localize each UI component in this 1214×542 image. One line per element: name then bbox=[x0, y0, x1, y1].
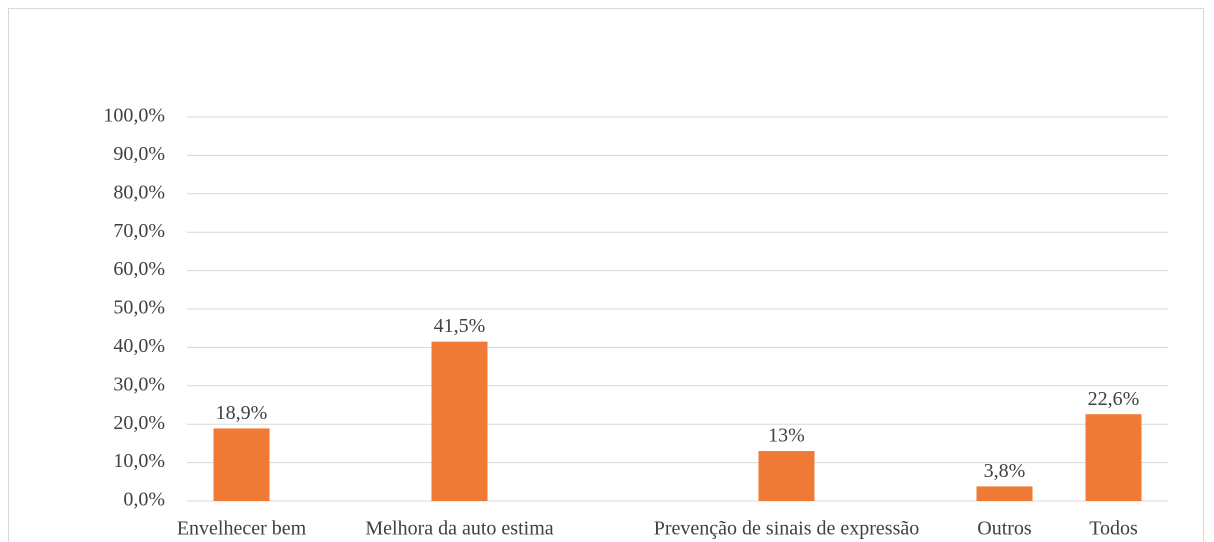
y-tick-label: 20,0% bbox=[113, 412, 165, 434]
bar bbox=[758, 451, 815, 501]
x-tick-label: Prevenção de sinais de expressão bbox=[654, 518, 919, 540]
y-tick-label: 50,0% bbox=[113, 297, 165, 319]
y-tick-label: 40,0% bbox=[113, 335, 165, 357]
y-tick-label: 80,0% bbox=[113, 181, 165, 203]
chart-border bbox=[8, 8, 1204, 542]
y-tick-label: 70,0% bbox=[113, 220, 165, 242]
data-label: 3,8% bbox=[984, 460, 1026, 482]
bar bbox=[213, 428, 270, 501]
y-tick-label: 90,0% bbox=[113, 143, 165, 165]
x-tick-label: Todos bbox=[1089, 518, 1138, 540]
data-label: 41,5% bbox=[434, 315, 486, 337]
y-tick-label: 60,0% bbox=[113, 258, 165, 280]
y-tick-label: 0,0% bbox=[123, 489, 165, 511]
bar bbox=[431, 341, 488, 501]
y-tick-label: 30,0% bbox=[113, 373, 165, 395]
x-tick-label: Melhora da auto estima bbox=[365, 518, 553, 540]
y-tick-label: 10,0% bbox=[113, 450, 165, 472]
bar bbox=[976, 486, 1033, 501]
x-tick-label: Envelhecer bem bbox=[177, 518, 307, 540]
y-tick-label: 100,0% bbox=[103, 105, 165, 127]
data-label: 13% bbox=[768, 425, 805, 447]
data-label: 22,6% bbox=[1088, 388, 1140, 410]
x-tick-label: Outros bbox=[977, 518, 1032, 540]
bar bbox=[1085, 414, 1142, 501]
data-label: 18,9% bbox=[216, 402, 268, 424]
